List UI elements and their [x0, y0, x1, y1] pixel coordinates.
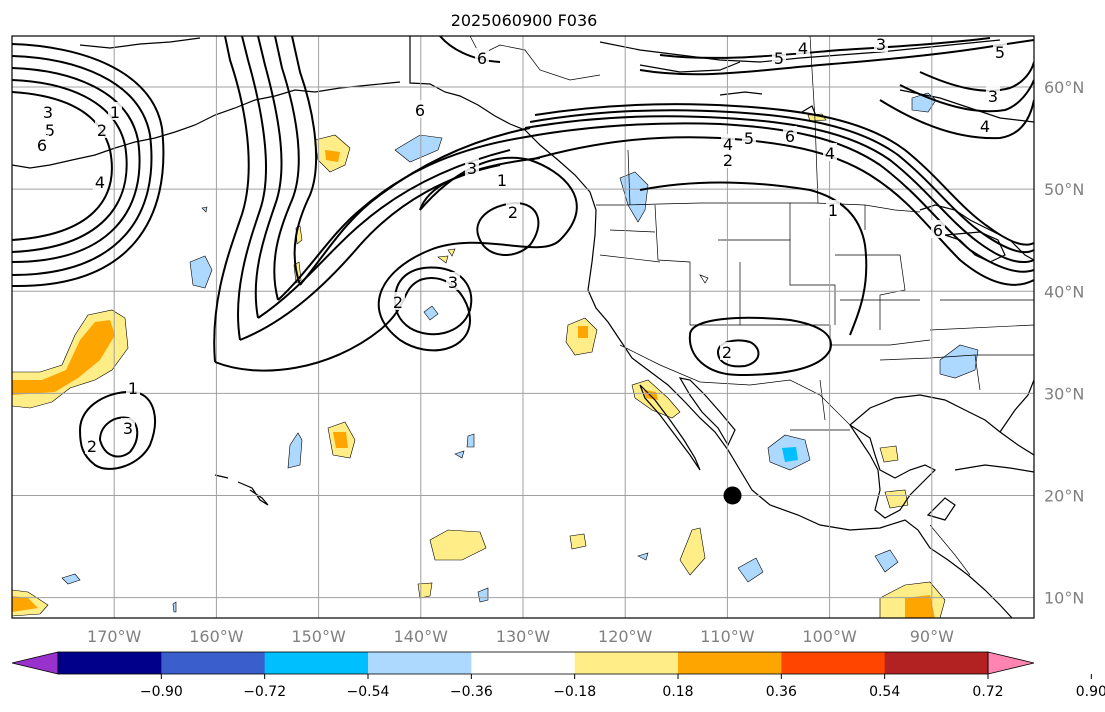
contour-label: 2 — [97, 121, 107, 140]
contour-label: 1 — [497, 171, 507, 190]
colorbar-segment — [678, 652, 782, 674]
lon-tick-label: 100°W — [802, 627, 857, 646]
lat-tick-label: 10°N — [1044, 589, 1084, 608]
colorbar-segment — [574, 652, 679, 674]
colorbar-low-extension — [11, 651, 59, 675]
graticule — [12, 36, 1034, 618]
contour-label: 4 — [825, 144, 835, 163]
contour-label: 3 — [448, 273, 458, 292]
colorbar-tick-label: 0.18 — [662, 684, 693, 700]
colorbar-tick-label: 0.72 — [972, 684, 1003, 700]
contour-label: 2 — [508, 203, 518, 222]
contour-label: 6 — [415, 101, 425, 120]
lon-tick-label: 120°W — [598, 627, 653, 646]
colorbar-segment — [368, 652, 472, 674]
colorbar-tick-label: −0.18 — [553, 684, 596, 700]
contour-label: 3 — [988, 87, 998, 106]
contour-label: 3 — [876, 35, 886, 54]
colorbar-tick-label: 0.54 — [869, 684, 900, 700]
contour-label: 4 — [723, 135, 733, 154]
colorbar-tick-label: 0.36 — [766, 684, 797, 700]
map-frame — [11, 35, 1035, 619]
lat-tick-label: 20°N — [1044, 486, 1084, 505]
lon-tick-label: 140°W — [394, 627, 449, 646]
contour-label: 4 — [798, 39, 808, 58]
lon-tick-label: 110°W — [700, 627, 755, 646]
colorbar-tick-label: −0.54 — [347, 684, 390, 700]
contour-label: 1 — [110, 103, 120, 122]
colorbar-segment — [58, 652, 162, 674]
contour-label: 2 — [722, 343, 732, 362]
latitude-tick-labels: 10°N 20°N 30°N 40°N 50°N 60°N — [1044, 78, 1084, 608]
contour-label: 4 — [980, 117, 990, 136]
lon-tick-label: 90°W — [910, 627, 954, 646]
contour-label: 1 — [828, 201, 838, 220]
colorbar-segment — [781, 652, 886, 674]
lat-tick-label: 50°N — [1044, 180, 1084, 199]
colorbar-tick-label: −0.72 — [243, 684, 286, 700]
contour-label: 3 — [43, 103, 53, 122]
lon-tick-label: 150°W — [291, 627, 346, 646]
contour-label: 4 — [95, 173, 105, 192]
contour-label: 1 — [128, 379, 138, 398]
contour-label: 5 — [995, 43, 1005, 62]
anomaly-shading — [12, 92, 979, 618]
figure-title: 2025060900 F036 — [451, 11, 598, 30]
contour-label: 5 — [744, 129, 754, 148]
lon-tick-label: 170°W — [87, 627, 142, 646]
contour-label: 6 — [785, 127, 795, 146]
country-state-borders — [409, 36, 1034, 576]
coastlines — [12, 36, 1034, 618]
lon-tick-label: 160°W — [189, 627, 244, 646]
colorbar-tick-label: 0.90 — [1076, 684, 1105, 700]
contour-label: 6 — [933, 221, 943, 240]
lat-tick-label: 60°N — [1044, 78, 1084, 97]
contour-label: 3 — [467, 159, 477, 178]
contour-label: 2 — [723, 151, 733, 170]
colorbar-segment — [161, 652, 266, 674]
colorbar — [11, 651, 1035, 675]
colorbar-segment — [471, 652, 576, 674]
contour-label: 6 — [37, 136, 47, 155]
colorbar-tick-label: −0.90 — [140, 684, 183, 700]
contour-label: 2 — [87, 437, 97, 456]
contour-label: 2 — [393, 293, 403, 312]
colorbar-tick-labels: −0.90 −0.72 −0.54 −0.36 −0.18 0.18 0.36 0.54 0.7… — [140, 674, 1105, 700]
contour-label: 5 — [45, 121, 55, 140]
contour-label: 5 — [774, 49, 784, 68]
location-marker — [723, 486, 742, 505]
colorbar-segment — [884, 652, 989, 674]
colorbar-segment — [264, 652, 369, 674]
colorbar-tick-label: −0.36 — [450, 684, 493, 700]
contours — [12, 36, 1034, 470]
lat-tick-label: 40°N — [1044, 282, 1084, 301]
contour-label: 6 — [477, 49, 487, 68]
colorbar-high-extension — [987, 651, 1035, 675]
lat-tick-label: 30°N — [1044, 384, 1084, 403]
lon-tick-label: 130°W — [496, 627, 551, 646]
longitude-tick-labels: 170°W 160°W 150°W 140°W 130°W 120°W 110°W 100°W… — [87, 627, 954, 646]
contour-label: 3 — [123, 419, 133, 438]
